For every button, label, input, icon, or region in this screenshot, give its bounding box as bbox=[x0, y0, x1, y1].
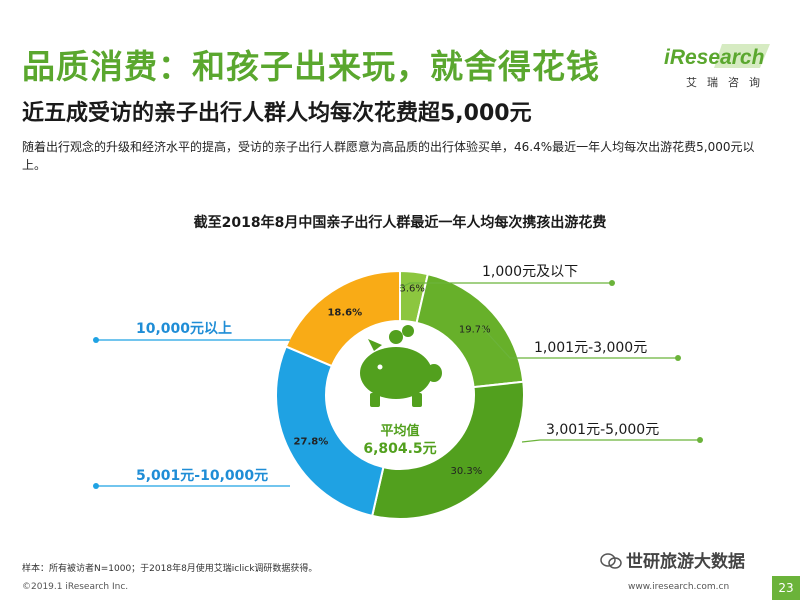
page-number: 23 bbox=[772, 576, 800, 600]
copyright: ©2019.1 iResearch Inc. bbox=[22, 582, 129, 592]
donut-slice bbox=[275, 345, 385, 518]
iresearch-logo: iResearch 艾瑞咨询 bbox=[662, 40, 772, 96]
category-label: 5,001元-10,000元 bbox=[136, 468, 268, 484]
wechat-icon bbox=[600, 553, 622, 569]
leader-line bbox=[479, 324, 678, 359]
category-label: 1,001元-3,000元 bbox=[534, 340, 647, 356]
leader-line bbox=[399, 282, 612, 289]
logo-leaf-icon bbox=[714, 44, 770, 68]
donut-slice bbox=[370, 380, 525, 520]
donut-slice bbox=[284, 269, 401, 368]
slice-percent-label: 27.8% bbox=[294, 436, 329, 447]
watermark: 世研旅游大数据 bbox=[600, 547, 745, 572]
category-label: 10,000元以上 bbox=[136, 321, 232, 337]
logo-cn-text: 艾瑞咨询 bbox=[686, 76, 770, 89]
slice-percent-label: 18.6% bbox=[327, 308, 362, 319]
watermark-text: 世研旅游大数据 bbox=[626, 552, 745, 572]
slice-percent-label: 30.3% bbox=[450, 466, 482, 477]
leader-dot bbox=[93, 483, 99, 489]
logo-wordmark: iResearch bbox=[664, 46, 765, 69]
leader-dot bbox=[697, 437, 703, 443]
category-label: 3,001元-5,000元 bbox=[546, 422, 659, 438]
leader-dot bbox=[93, 337, 99, 343]
footnote: 样本：所有被访者N=1000；于2018年8月使用艾瑞iclick调研数据获得。 bbox=[22, 564, 318, 574]
page-title: 品质消费：和孩子出来玩，就舍得花钱 bbox=[22, 47, 600, 86]
page-subtitle: 近五成受访的亲子出行人群人均每次花费超5,000元 bbox=[22, 101, 532, 126]
website-url: www.iresearch.com.cn bbox=[628, 582, 730, 592]
category-label: 1,000元及以下 bbox=[482, 264, 578, 280]
slice-percent-label: 3.6% bbox=[399, 284, 424, 295]
leader-dot bbox=[675, 355, 681, 361]
intro-paragraph: 随着出行观念的升级和经济水平的提高，受访的亲子出行人群愿意为高品质的出行体验买单… bbox=[22, 140, 755, 172]
piggy-bank-icon bbox=[360, 325, 442, 407]
center-label: 平均值 bbox=[380, 423, 419, 439]
piggy-eye bbox=[377, 364, 383, 370]
center-value: 6,804.5元 bbox=[363, 441, 436, 457]
slice-percent-label: 19.7% bbox=[459, 325, 491, 336]
leader-dot bbox=[609, 280, 615, 286]
chart-title: 截至2018年8月中国亲子出行人群最近一年人均每次携孩出游花费 bbox=[193, 215, 607, 231]
leader-line bbox=[521, 439, 700, 443]
